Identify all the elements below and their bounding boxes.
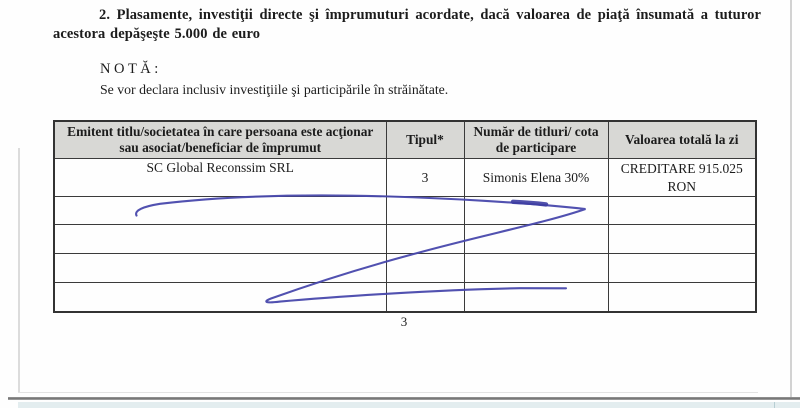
scan-bottom-edge-line	[8, 397, 800, 400]
table-row: SC Global Reconssim SRL 3 Simonis Elena …	[53, 157, 757, 198]
cell-numar-titluri	[463, 224, 609, 255]
cell-numar-titluri: Simonis Elena 30%	[463, 157, 609, 198]
cell-tipul	[385, 253, 465, 284]
cell-valoare: CREDITARE 915.025 RON	[607, 157, 757, 198]
header-emitent: Emitent titlu/societatea în care persoan…	[53, 120, 387, 159]
cell-numar-titluri	[463, 282, 609, 313]
table-row	[53, 196, 757, 226]
cell-valoare	[607, 224, 757, 255]
section-title: 2. Plasamente, investiţii directe şi împ…	[53, 7, 761, 42]
cell-tipul	[385, 224, 465, 255]
header-numar-titluri: Număr de titluri/ cota de participare	[463, 120, 609, 159]
cell-tipul: 3	[385, 157, 465, 198]
cell-tipul	[385, 196, 465, 226]
cell-emitent	[53, 224, 387, 255]
cell-valoare	[607, 253, 757, 284]
table-row	[53, 282, 757, 313]
scan-right-border-line	[790, 0, 792, 397]
note-text: Se vor declara inclusiv investiţiile şi …	[100, 82, 449, 97]
cell-emitent: SC Global Reconssim SRL	[53, 157, 387, 198]
cell-tipul	[385, 282, 465, 313]
scan-strip-divider-line	[774, 402, 775, 408]
table-row	[53, 224, 757, 255]
cell-valoare	[607, 196, 757, 226]
cell-emitent	[53, 253, 387, 284]
cell-emitent	[53, 282, 387, 313]
scan-background-strip	[18, 402, 800, 408]
header-tipul: Tipul*	[385, 120, 465, 159]
page-number: 3	[400, 314, 408, 329]
header-valoare: Valoarea totală la zi	[607, 120, 757, 159]
cell-numar-titluri	[463, 196, 609, 226]
cell-valoare	[607, 282, 757, 313]
note-label: NOTĂ:	[100, 61, 162, 77]
table-header-row: Emitent titlu/societatea în care persoan…	[53, 120, 757, 159]
scan-left-border-line	[18, 148, 20, 393]
placements-table: Emitent titlu/societatea în care persoan…	[53, 120, 757, 313]
cell-emitent	[53, 196, 387, 226]
table-row	[53, 253, 757, 284]
scan-bottom-faint-line	[18, 392, 758, 393]
cell-numar-titluri	[463, 253, 609, 284]
